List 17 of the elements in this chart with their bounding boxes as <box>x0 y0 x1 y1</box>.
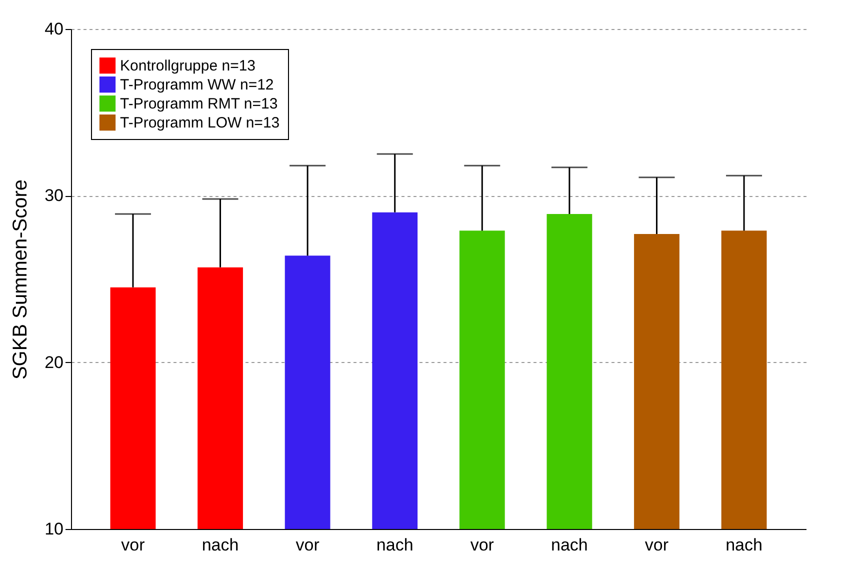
x-tick-label: vor <box>121 536 146 554</box>
x-tick-label: nach <box>551 536 588 554</box>
y-axis-title: SGKB Summen-Score <box>10 179 32 380</box>
x-tick-label: nach <box>376 536 414 554</box>
x-tick-label: vor <box>470 536 494 554</box>
legend-label: T-Programm WW n=12 <box>120 76 274 94</box>
y-tick-label: 30 <box>44 186 64 206</box>
legend-label: T-Programm LOW n=13 <box>120 114 280 132</box>
legend-label: Kontrollgruppe n=13 <box>120 58 256 74</box>
x-tick-label: nach <box>202 536 239 554</box>
y-tick-label: 10 <box>44 520 64 538</box>
x-tick-label: vor <box>644 536 669 554</box>
legend-label: T-Programm RMT n=13 <box>120 96 278 112</box>
y-tick-label: 20 <box>44 352 64 372</box>
x-tick-label: nach <box>726 536 762 554</box>
y-tick-label: 40 <box>44 20 64 38</box>
x-tick-label: vor <box>296 536 320 554</box>
